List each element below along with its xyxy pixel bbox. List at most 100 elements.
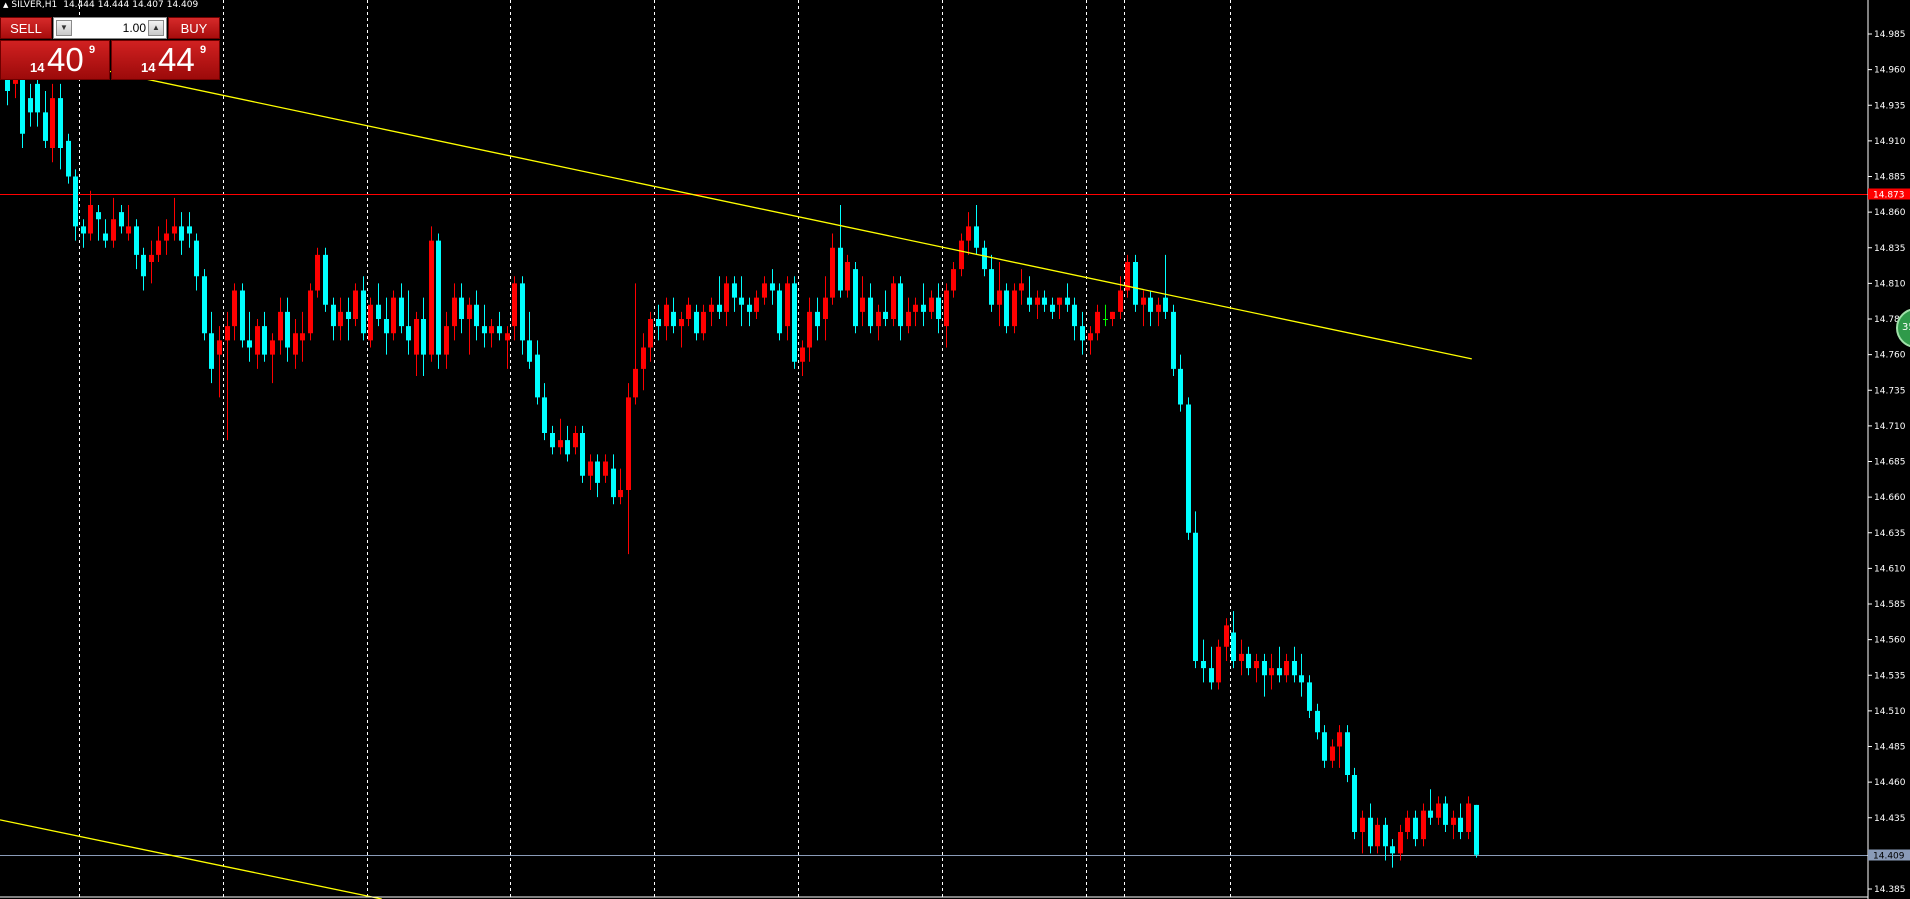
candle-body	[1103, 319, 1108, 320]
sell-price-button[interactable]: 14 40 9	[0, 40, 110, 80]
buy-button[interactable]: BUY	[168, 17, 220, 39]
candle-131	[997, 262, 1002, 327]
candle-body	[1413, 817, 1418, 840]
candle-16	[126, 205, 131, 241]
candle-body	[701, 311, 706, 334]
candle-body	[580, 433, 585, 476]
candle-10	[81, 219, 86, 248]
candle-127	[966, 212, 971, 255]
candle-80	[611, 454, 616, 505]
candle-152	[1156, 297, 1161, 327]
candle-7	[58, 83, 63, 170]
candle-118	[898, 276, 903, 341]
candle-2	[20, 69, 25, 148]
price-tick-label: 14.585	[1874, 600, 1906, 610]
candle-body	[959, 240, 964, 270]
candle-156	[1186, 397, 1191, 540]
candle-17	[134, 219, 139, 270]
candle-165	[1254, 653, 1259, 683]
price-tick-label: 14.810	[1874, 279, 1906, 289]
candle-body	[883, 311, 888, 319]
sell-button[interactable]: SELL	[0, 17, 52, 39]
candle-body	[315, 254, 320, 291]
candle-body	[1368, 817, 1373, 847]
candle-body	[1042, 297, 1047, 305]
candle-177	[1345, 725, 1350, 783]
candle-body	[1436, 803, 1441, 818]
candle-body	[35, 83, 40, 113]
candle-18	[141, 247, 146, 291]
candle-body	[732, 283, 737, 298]
candle-body	[936, 297, 941, 319]
candle-50	[384, 297, 389, 355]
candle-21	[164, 219, 169, 255]
horizontal-lines	[0, 194, 1868, 856]
candle-119	[906, 297, 911, 334]
candle-126	[959, 233, 964, 277]
candle-body	[278, 311, 283, 341]
candle-162	[1231, 611, 1236, 669]
candle-55	[421, 297, 426, 376]
price-tick-label: 14.435	[1874, 814, 1906, 824]
lot-increase-icon[interactable]: ▲	[148, 20, 164, 36]
price-tick-label: 14.485	[1874, 743, 1906, 753]
price-tick-label: 14.685	[1874, 458, 1906, 468]
collapse-triangle-icon[interactable]: ▲	[3, 1, 9, 9]
candle-145	[1103, 304, 1108, 327]
candle-body	[338, 311, 343, 327]
candle-70	[535, 340, 540, 405]
price-tick-label: 14.785	[1874, 315, 1906, 325]
candle-61	[467, 297, 472, 355]
candle-82	[626, 383, 631, 555]
candle-75	[573, 425, 578, 455]
candle-104	[792, 276, 797, 369]
price-tick-label: 14.860	[1874, 208, 1906, 218]
price-tick-label: 14.385	[1874, 885, 1906, 895]
candle-body	[119, 212, 124, 227]
candle-158	[1201, 639, 1206, 683]
candle-183	[1390, 839, 1395, 868]
candle-88	[671, 297, 676, 334]
candle-135	[1027, 276, 1032, 312]
trendline-1[interactable]	[0, 819, 382, 899]
candle-body	[792, 283, 797, 362]
candle-body	[58, 98, 63, 148]
candle-124	[944, 283, 949, 348]
candle-body	[929, 297, 934, 312]
trendline-0[interactable]	[0, 47, 1472, 360]
candle-125	[951, 262, 956, 298]
candle-body	[709, 304, 714, 312]
candle-74	[565, 425, 570, 462]
candle-26	[202, 269, 207, 341]
trendlines[interactable]	[0, 47, 1472, 899]
candle-134	[1019, 269, 1024, 305]
candle-103	[785, 276, 790, 341]
candle-body	[845, 262, 850, 291]
candle-body	[724, 283, 729, 312]
candle-body	[1012, 290, 1017, 327]
candle-body	[156, 240, 161, 255]
candle-body	[28, 98, 33, 113]
candle-body	[141, 254, 146, 277]
candle-body	[270, 340, 275, 355]
candle-body	[1307, 682, 1312, 711]
candle-body	[1428, 810, 1433, 818]
candle-body	[1405, 817, 1410, 832]
candle-91	[694, 304, 699, 341]
candle-body	[300, 333, 305, 341]
candle-body	[391, 297, 396, 334]
candle-body	[558, 440, 563, 448]
candle-76	[580, 425, 585, 483]
candle-69	[527, 311, 532, 369]
candle-body	[497, 326, 502, 334]
candle-150	[1141, 290, 1146, 327]
candle-body	[807, 311, 812, 348]
lot-decrease-icon[interactable]: ▼	[56, 20, 72, 36]
candle-body	[1095, 311, 1100, 334]
candle-161	[1224, 618, 1229, 661]
buy-price-button[interactable]: 14 44 9	[111, 40, 220, 80]
candle-body	[747, 304, 752, 312]
lot-size-input[interactable]	[74, 20, 146, 36]
